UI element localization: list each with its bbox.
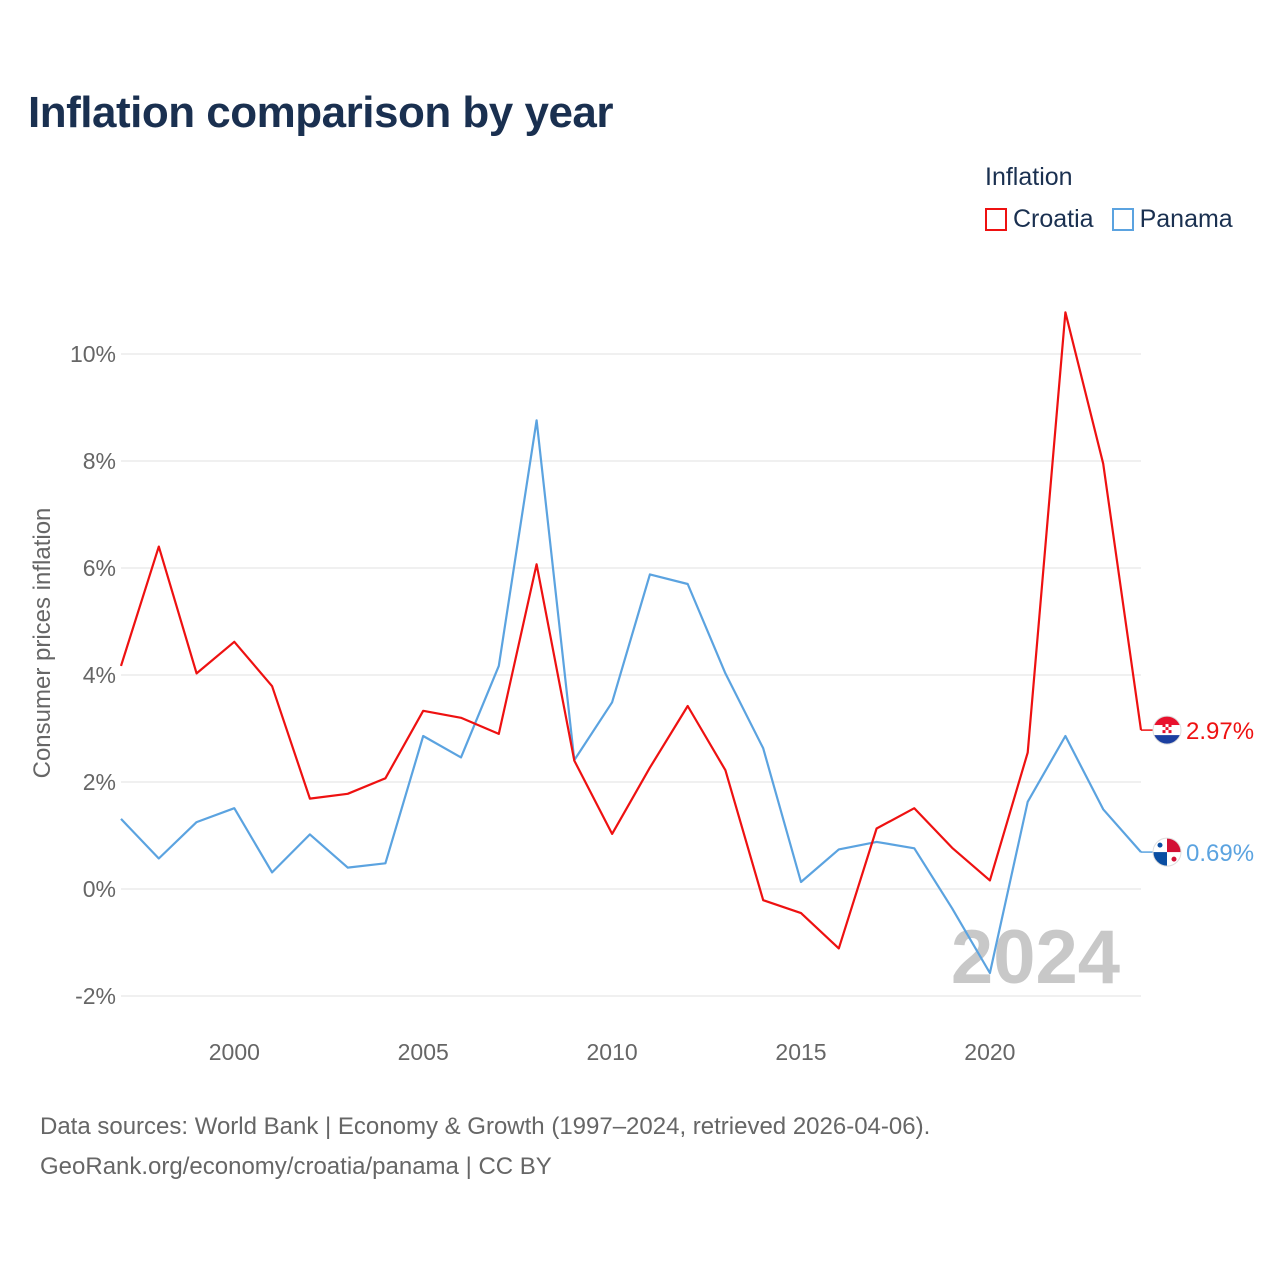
footer: Data sources: World Bank | Economy & Gro…	[40, 1107, 930, 1187]
end-label-panama: 0.69%	[1186, 840, 1254, 867]
legend-label-panama: Panama	[1139, 205, 1233, 233]
y-tick-label: 4%	[83, 662, 116, 688]
x-tick-label: 2010	[587, 1039, 638, 1065]
legend-item-panama[interactable]: Panama	[1111, 205, 1233, 234]
source-url-text: GeoRank.org/economy/croatia/panama | CC …	[40, 1153, 552, 1180]
x-tick-label: 2000	[209, 1039, 260, 1065]
legend-label-croatia: Croatia	[1013, 205, 1094, 233]
legend: Croatia Panama	[985, 205, 1233, 234]
legend-swatch-croatia	[985, 208, 1007, 231]
y-tick-label: 2%	[83, 769, 116, 795]
legend-item-croatia[interactable]: Croatia	[985, 205, 1094, 234]
x-tick-label: 2005	[398, 1039, 449, 1065]
legend-title: Inflation	[985, 163, 1073, 191]
x-tick-label: 2015	[775, 1039, 826, 1065]
y-tick-label: -2%	[75, 983, 116, 1009]
flag-croatia-icon	[1152, 715, 1182, 745]
data-sources-text: Data sources: World Bank | Economy & Gro…	[40, 1113, 931, 1140]
end-label-croatia: 2.97%	[1186, 718, 1254, 745]
y-tick-label: 8%	[83, 448, 116, 474]
flag-panama-icon	[1152, 837, 1182, 867]
year-watermark: 2024	[951, 915, 1120, 1000]
x-tick-label: 2020	[964, 1039, 1015, 1065]
chart-title: Inflation comparison by year	[28, 88, 614, 137]
y-axis-label: Consumer prices inflation	[29, 508, 56, 779]
y-tick-label: 6%	[83, 555, 116, 581]
legend-swatch-panama	[1111, 208, 1134, 231]
series-line-panama	[120, 419, 1142, 975]
y-tick-label: 0%	[83, 876, 116, 902]
y-tick-label: 10%	[70, 341, 116, 367]
series-line-croatia	[119, 311, 1143, 950]
